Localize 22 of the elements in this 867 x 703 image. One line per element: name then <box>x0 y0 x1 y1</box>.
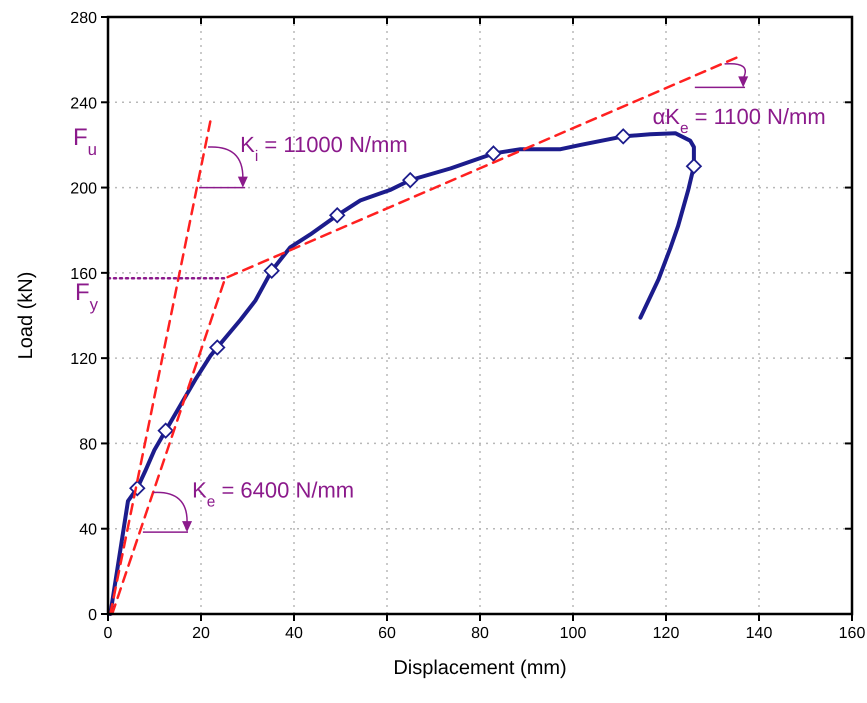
x-tick-label: 0 <box>104 625 113 642</box>
y-tick-label: 200 <box>70 180 98 198</box>
text: F$_{u}$ <box>73 124 98 158</box>
x-axis-title: Displacement (mm) <box>393 657 567 679</box>
annotation: K$_{e}$ = 6400 N/mm <box>192 477 354 510</box>
y-tick-label: 240 <box>70 95 98 112</box>
y-tick-label: 40 <box>79 522 98 539</box>
x-tick-label: 160 <box>838 625 866 642</box>
x-tick-label: 80 <box>471 625 489 642</box>
x-tick-label: 20 <box>192 625 210 642</box>
x-tick-label: 60 <box>378 625 396 642</box>
y-tick-label: 80 <box>79 436 98 454</box>
y-tick-label: 0 <box>88 607 98 624</box>
x-tick-label: 140 <box>746 625 772 642</box>
x-tick-label: 120 <box>652 625 680 642</box>
annotation: K$_{i}$ = 11000 N/mm <box>240 132 408 165</box>
x-tick-label: 40 <box>285 625 303 642</box>
y-axis-title: Load (kN) <box>15 272 37 360</box>
y-tick-label: 280 <box>70 10 98 27</box>
annotation: αK$_{e}$ = 1100 N/mm <box>652 104 826 136</box>
y-tick-label: 120 <box>70 351 98 368</box>
x-tick-label: 100 <box>560 625 586 642</box>
